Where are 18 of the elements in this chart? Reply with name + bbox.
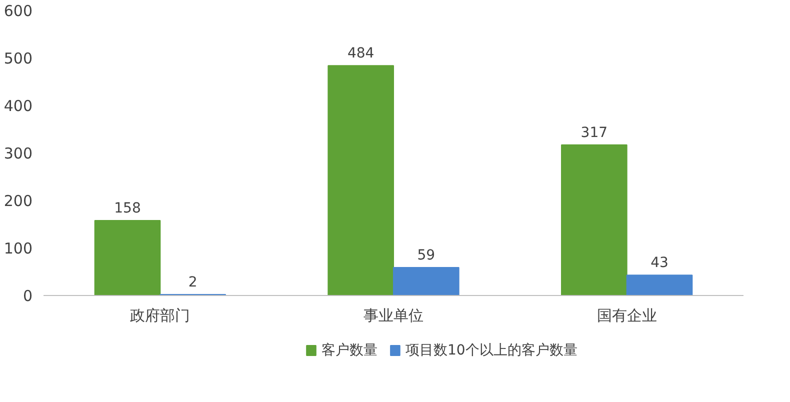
y-tick-label: 0 [22,287,33,305]
legend-label: 项目数10个以上的客户数量 [405,342,578,358]
y-tick-label: 400 [4,97,33,115]
data-label: 317 [580,124,608,141]
data-label: 43 [650,255,668,272]
y-tick-label: 200 [4,192,33,210]
y-tick-label: 100 [4,240,33,258]
data-label: 59 [417,247,436,264]
y-tick-label: 300 [4,144,33,162]
data-label: 2 [188,274,198,291]
data-label: 484 [347,46,374,62]
x-tick-label: 国有企业 [596,306,657,324]
x-tick-label: 事业单位 [364,306,424,324]
data-label: 158 [114,200,141,216]
y-tick-label: 600 [4,2,33,20]
y-tick-label: 500 [4,50,33,68]
legend-label: 客户数量 [322,342,378,358]
x-tick-label: 政府部门 [130,306,190,324]
